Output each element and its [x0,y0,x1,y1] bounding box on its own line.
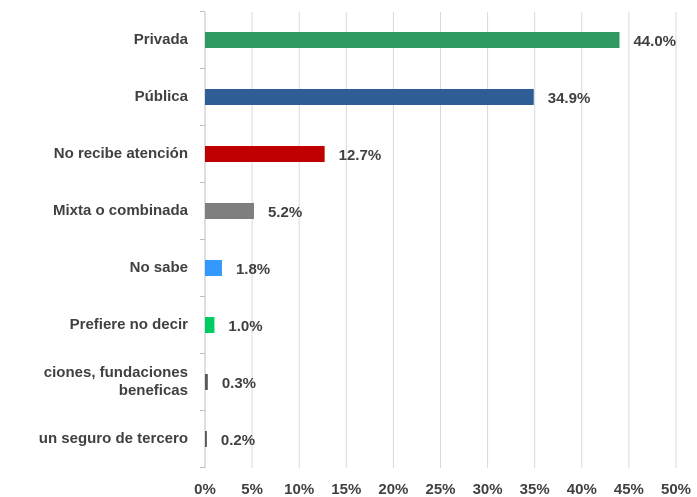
bar [205,260,222,276]
bar [205,374,208,390]
x-tick-label: 25% [425,481,455,497]
y-tick-label: No recibe atención [54,145,188,162]
x-tick-label: 30% [473,481,503,497]
x-tick-label: 5% [241,481,263,497]
x-tick-label: 35% [520,481,550,497]
x-tick-label: 0% [194,481,216,497]
y-tick-label: Pública [135,88,189,105]
y-tick-label: un seguro de tercero [39,430,188,447]
y-tick-label: No sabe [130,259,188,276]
y-tick-label: Prefiere no decir [70,316,189,333]
x-tick-label: 40% [567,481,597,497]
y-tick-label: Privada [134,31,189,48]
data-label: 0.2% [221,432,255,449]
bar [205,203,254,219]
x-tick-label: 15% [331,481,361,497]
y-tick-label: Mixta o combinada [53,202,189,219]
data-label: 5.2% [268,204,302,221]
data-label: 12.7% [339,147,382,164]
bar [205,317,215,333]
x-tick-label: 45% [614,481,644,497]
data-label: 1.0% [228,318,262,335]
y-tick-label: ciones, fundaciones beneficas [44,364,188,399]
bar [205,89,534,105]
x-tick-label: 50% [661,481,691,497]
data-label: 34.9% [548,90,591,107]
data-label: 44.0% [633,33,676,50]
x-tick-label: 20% [378,481,408,497]
bar [205,32,620,48]
bar [205,146,325,162]
data-label: 0.3% [222,375,256,392]
x-tick-label: 10% [284,481,314,497]
bar [205,431,207,447]
data-label: 1.8% [236,261,270,278]
